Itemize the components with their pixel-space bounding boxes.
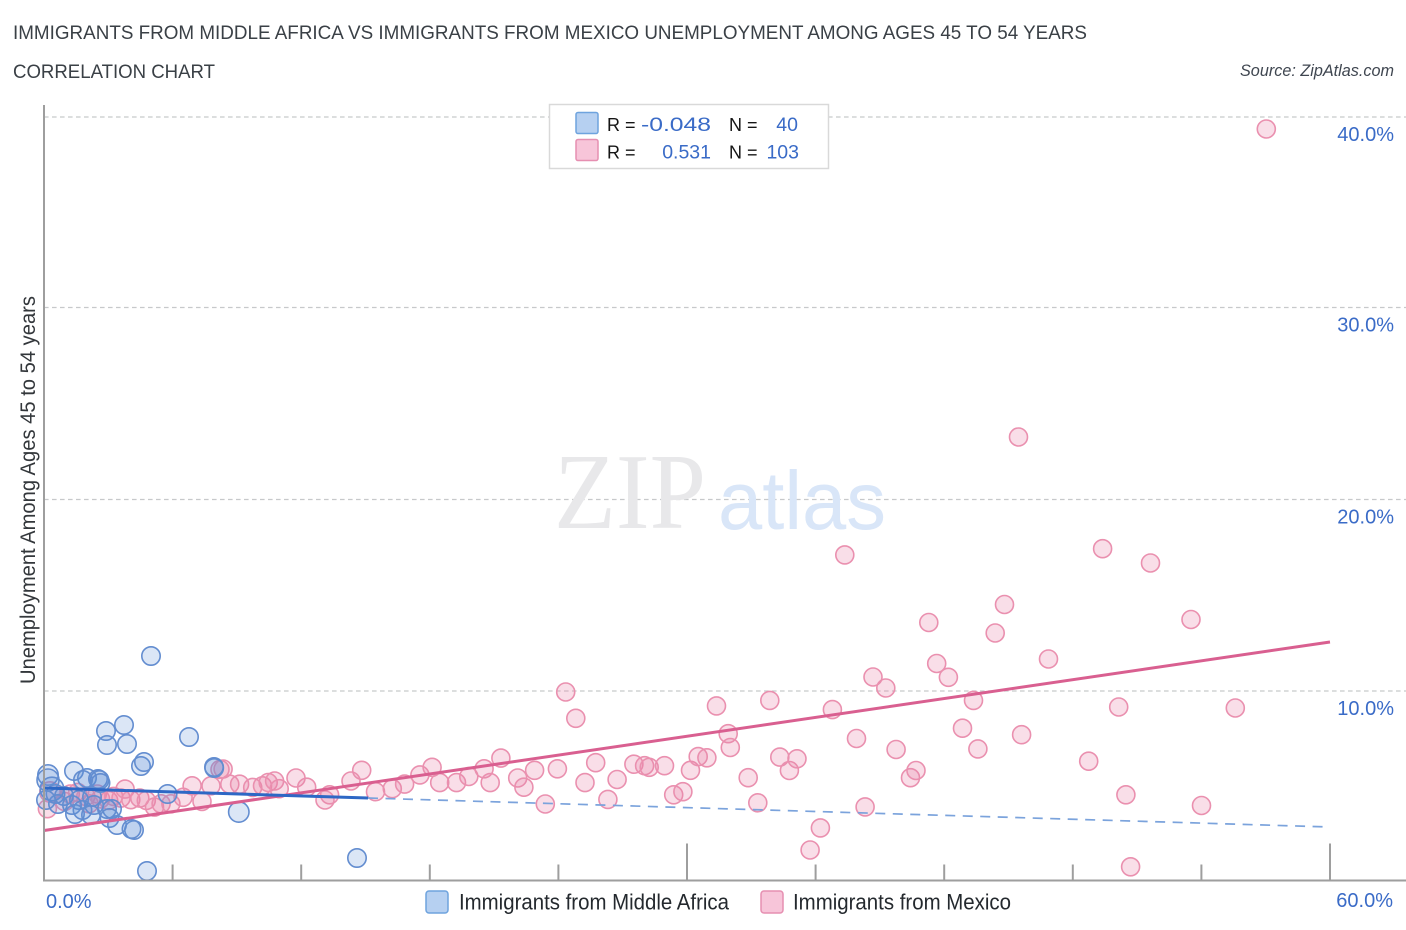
svg-text:Immigrants from Mexico: Immigrants from Mexico bbox=[793, 890, 1011, 915]
svg-text:Source: ZipAtlas.com: Source: ZipAtlas.com bbox=[1240, 61, 1394, 80]
svg-text:N =: N = bbox=[729, 115, 758, 135]
svg-text:Immigrants from Middle Africa: Immigrants from Middle Africa bbox=[459, 890, 730, 915]
svg-text:CORRELATION CHART: CORRELATION CHART bbox=[13, 61, 215, 83]
svg-text:103: 103 bbox=[766, 142, 799, 164]
svg-text:Unemployment Among Ages 45 to: Unemployment Among Ages 45 to 54 years bbox=[16, 296, 40, 684]
svg-text:40: 40 bbox=[776, 114, 798, 136]
svg-text:N =: N = bbox=[729, 143, 758, 163]
svg-text:60.0%: 60.0% bbox=[1336, 890, 1393, 912]
svg-text:R =: R = bbox=[607, 115, 636, 135]
svg-text:40.0%: 40.0% bbox=[1337, 124, 1394, 146]
svg-text:0.531: 0.531 bbox=[662, 142, 711, 164]
svg-text:0.0%: 0.0% bbox=[46, 891, 92, 913]
svg-text:ZIP: ZIP bbox=[554, 433, 706, 552]
svg-text:atlas: atlas bbox=[718, 454, 886, 547]
svg-text:R =: R = bbox=[607, 143, 636, 163]
svg-text:30.0%: 30.0% bbox=[1337, 315, 1394, 337]
svg-text:-0.048: -0.048 bbox=[641, 114, 711, 136]
svg-text:20.0%: 20.0% bbox=[1337, 507, 1394, 529]
svg-text:IMMIGRANTS FROM MIDDLE AFRICA: IMMIGRANTS FROM MIDDLE AFRICA VS IMMIGRA… bbox=[13, 22, 1087, 44]
svg-text:10.0%: 10.0% bbox=[1337, 698, 1394, 720]
